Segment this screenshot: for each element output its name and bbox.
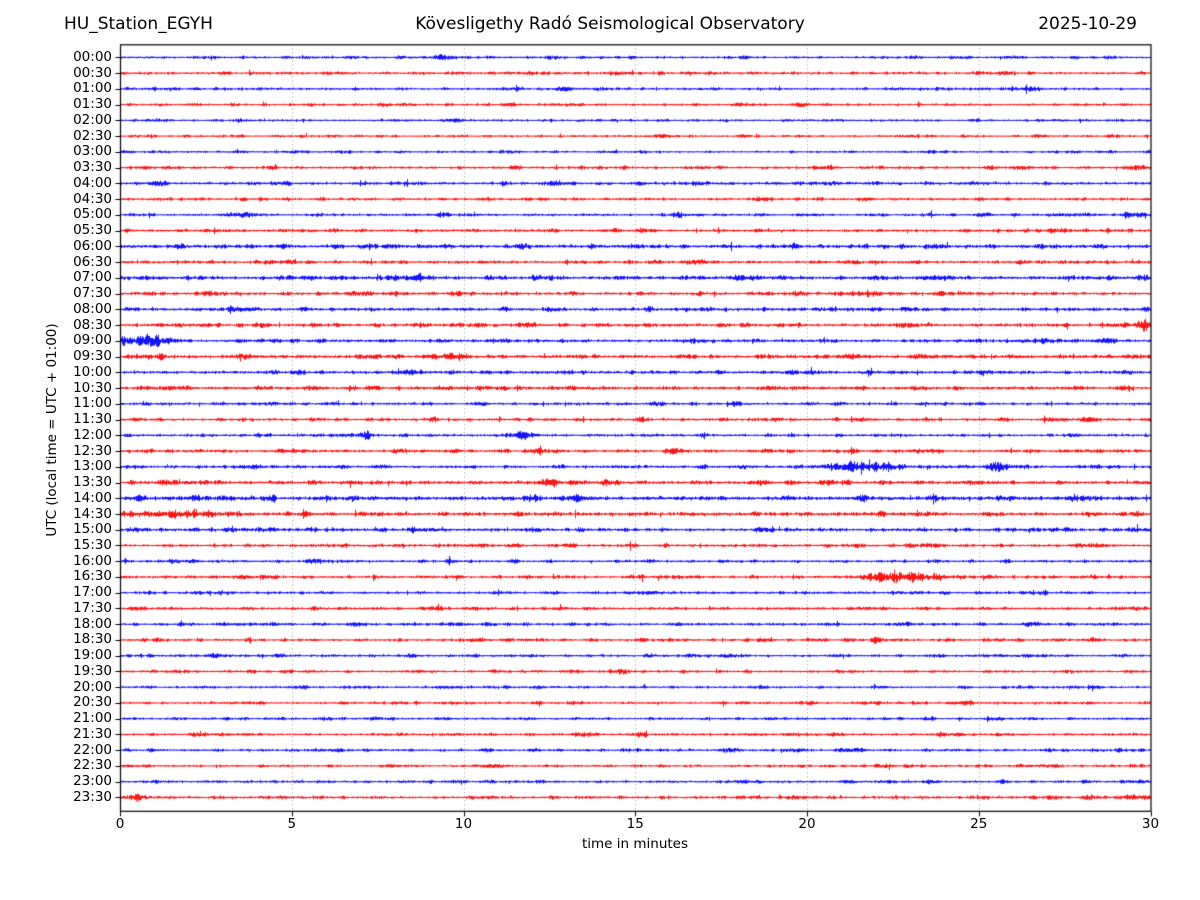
y-tick-label: 21:30 bbox=[73, 725, 112, 742]
y-tick-label: 08:30 bbox=[73, 316, 112, 333]
y-tick-label: 19:00 bbox=[73, 647, 112, 664]
station-title: HU_Station_EGYH bbox=[64, 14, 213, 34]
y-tick-label: 02:00 bbox=[73, 111, 112, 128]
y-tick-label: 20:30 bbox=[73, 694, 112, 711]
y-tick-label: 11:00 bbox=[73, 395, 112, 412]
y-tick-label: 02:30 bbox=[73, 127, 112, 144]
y-tick-label: 17:30 bbox=[73, 599, 112, 616]
y-tick-label: 22:00 bbox=[73, 741, 112, 758]
y-tick-label: 15:30 bbox=[73, 536, 112, 553]
y-tick-label: 23:30 bbox=[73, 788, 112, 805]
y-tick-label: 22:30 bbox=[73, 757, 112, 774]
y-tick-label: 04:30 bbox=[73, 190, 112, 207]
y-tick-label: 00:30 bbox=[73, 64, 112, 81]
y-tick-label: 10:00 bbox=[73, 363, 112, 380]
y-axis-label: UTC (local time = UTC + 01:00) bbox=[44, 323, 60, 537]
y-tick-label: 07:00 bbox=[73, 269, 112, 286]
x-tick-label: 30 bbox=[1141, 815, 1160, 832]
y-tick-label: 13:30 bbox=[73, 474, 112, 490]
y-tick-label: 14:30 bbox=[73, 505, 112, 522]
y-tick-label: 18:00 bbox=[73, 615, 112, 632]
y-tick-label: 01:00 bbox=[73, 80, 112, 97]
y-tick-label: 21:00 bbox=[73, 710, 112, 727]
y-tick-label: 07:30 bbox=[73, 285, 112, 302]
y-tick-label: 09:30 bbox=[73, 348, 112, 365]
y-tick-label: 05:00 bbox=[73, 206, 112, 223]
y-tick-label: 04:00 bbox=[73, 174, 112, 191]
y-tick-label: 10:30 bbox=[73, 379, 112, 396]
y-tick-label: 18:30 bbox=[73, 631, 112, 648]
y-tick-label: 06:30 bbox=[73, 253, 112, 270]
x-tick-label: 10 bbox=[454, 815, 473, 832]
date-label: 2025-10-29 bbox=[1038, 14, 1137, 34]
x-axis-label: time in minutes bbox=[581, 836, 689, 852]
x-tick-label: 15 bbox=[626, 815, 644, 832]
x-tick-label: 5 bbox=[287, 815, 297, 832]
y-tick-label: 03:30 bbox=[73, 159, 112, 176]
y-tick-label: 19:30 bbox=[73, 662, 112, 679]
x-tick-label: 25 bbox=[970, 815, 988, 832]
y-tick-label: 06:00 bbox=[73, 237, 112, 254]
y-tick-label: 16:30 bbox=[73, 568, 112, 585]
x-tick-label: 20 bbox=[798, 815, 816, 832]
y-tick-label: 08:00 bbox=[73, 300, 112, 317]
y-tick-label: 15:00 bbox=[73, 521, 112, 538]
y-tick-label: 03:00 bbox=[73, 143, 112, 160]
y-tick-label: 09:00 bbox=[73, 332, 112, 349]
y-tick-label: 12:30 bbox=[73, 442, 112, 459]
y-tick-label: 20:00 bbox=[73, 678, 112, 695]
y-tick-label: 14:00 bbox=[73, 489, 112, 506]
y-tick-label: 00:00 bbox=[73, 48, 112, 65]
y-tick-label: 12:00 bbox=[73, 426, 112, 443]
y-tick-label: 01:30 bbox=[73, 96, 112, 113]
y-tick-label: 13:00 bbox=[73, 458, 112, 475]
y-tick-label: 17:00 bbox=[73, 584, 112, 601]
observatory-title: Kövesligethy Radó Seismological Observat… bbox=[415, 14, 805, 34]
y-tick-label: 23:00 bbox=[73, 773, 112, 790]
y-tick-label: 16:00 bbox=[73, 552, 112, 569]
x-tick-label: 0 bbox=[115, 815, 125, 832]
y-tick-label: 05:30 bbox=[73, 222, 112, 239]
y-tick-label: 11:30 bbox=[73, 411, 112, 428]
